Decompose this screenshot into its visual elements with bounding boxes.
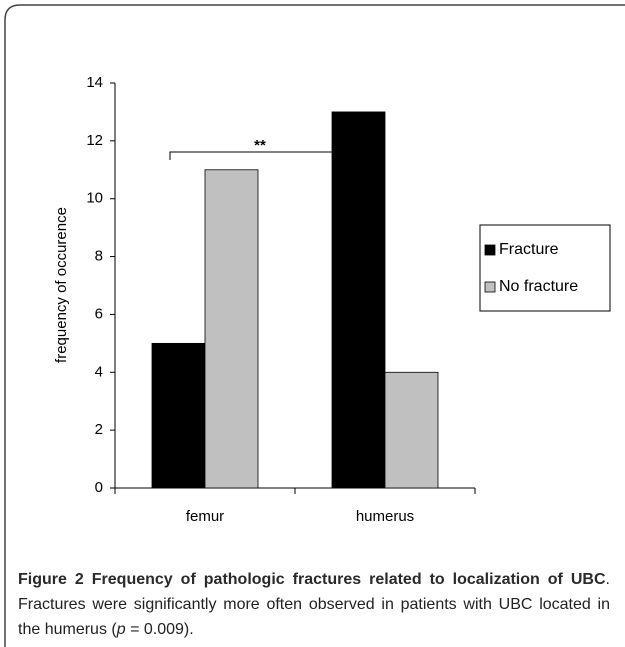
y-tick-label: 14 bbox=[86, 74, 103, 91]
legend-swatch bbox=[484, 281, 496, 293]
x-tick-label: humerus bbox=[356, 508, 414, 525]
y-axis-label: frequency of occurence bbox=[53, 207, 70, 363]
y-tick-label: 10 bbox=[86, 190, 103, 207]
y-tick-label: 4 bbox=[95, 363, 103, 380]
x-tick-label: femur bbox=[186, 508, 224, 525]
bar bbox=[151, 342, 206, 489]
caption-text: . Fractures were significantly more ofte… bbox=[18, 571, 610, 638]
bar bbox=[204, 169, 259, 489]
caption: Figure 2 Frequency of pathologic fractur… bbox=[18, 567, 610, 642]
y-tick-label: 6 bbox=[95, 305, 103, 322]
y-tick-label: 12 bbox=[86, 132, 103, 149]
caption-label: Figure 2 bbox=[18, 571, 84, 588]
legend-swatch bbox=[484, 244, 496, 256]
y-tick-label: 0 bbox=[95, 479, 103, 496]
annotation: ** bbox=[254, 137, 266, 154]
bar bbox=[384, 371, 439, 489]
y-tick-label: 8 bbox=[95, 248, 103, 265]
caption-title: Frequency of pathologic fractures relate… bbox=[91, 571, 606, 588]
frame bbox=[4, 4, 625, 647]
legend bbox=[479, 224, 611, 312]
legend-label: Fracture bbox=[499, 241, 559, 258]
legend-label: No fracture bbox=[499, 278, 578, 295]
caption-text: = 0.009). bbox=[125, 621, 194, 638]
caption-italic: p bbox=[116, 621, 126, 638]
bar bbox=[331, 111, 386, 489]
y-tick-label: 2 bbox=[95, 421, 103, 438]
